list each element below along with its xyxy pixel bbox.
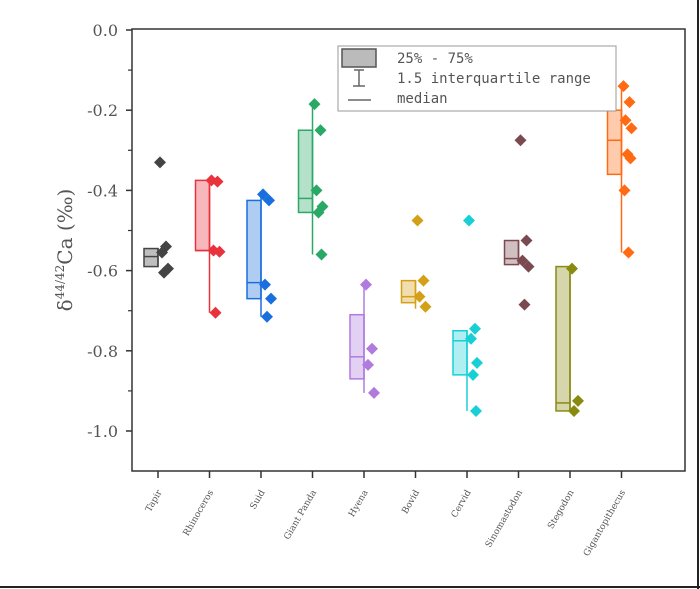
data-point bbox=[520, 234, 533, 247]
plot-frame bbox=[131, 28, 686, 472]
y-label-superscript: 44/42 bbox=[53, 265, 67, 300]
y-tick-label: -0.8 bbox=[87, 342, 118, 361]
data-point bbox=[312, 206, 325, 219]
iqr-box bbox=[400, 279, 417, 304]
iqr-box bbox=[503, 239, 520, 266]
data-point bbox=[463, 214, 475, 227]
data-point bbox=[368, 386, 380, 399]
data-point bbox=[625, 122, 638, 135]
iqr-box bbox=[349, 313, 365, 380]
iqr-box bbox=[143, 247, 159, 268]
data-point bbox=[259, 278, 271, 291]
iqr-box bbox=[452, 330, 468, 376]
data-point bbox=[263, 194, 275, 207]
data-point bbox=[514, 134, 527, 147]
iqr-box bbox=[246, 199, 262, 300]
data-point bbox=[156, 246, 168, 259]
data-point bbox=[624, 152, 637, 165]
data-point bbox=[518, 298, 531, 311]
data-point bbox=[467, 368, 479, 381]
y-tick-label: -0.6 bbox=[87, 262, 118, 281]
data-point bbox=[213, 245, 226, 258]
y-axis-label: δ44/42Ca (‰) bbox=[53, 189, 77, 312]
legend-box bbox=[337, 45, 617, 112]
data-point bbox=[622, 246, 635, 259]
box-group-gigantopithecus bbox=[606, 80, 638, 259]
boxes bbox=[143, 80, 638, 417]
data-point bbox=[308, 98, 321, 111]
data-point bbox=[158, 266, 170, 279]
data-point bbox=[315, 248, 328, 261]
data-point bbox=[568, 404, 580, 417]
y-label-delta: δ bbox=[53, 299, 77, 311]
data-point bbox=[471, 356, 483, 369]
y-label-rest: Ca (‰) bbox=[53, 189, 77, 265]
data-point bbox=[265, 292, 277, 305]
iqr-box bbox=[194, 179, 211, 252]
y-tick-label: 0.0 bbox=[93, 21, 118, 40]
data-point bbox=[310, 184, 323, 197]
box-group-giant-panda bbox=[297, 98, 329, 261]
data-point bbox=[469, 322, 481, 335]
data-point bbox=[314, 124, 327, 137]
data-point bbox=[470, 404, 482, 417]
box-group-tapir bbox=[143, 156, 174, 279]
y-tick-label: -1.0 bbox=[87, 422, 118, 441]
data-point bbox=[261, 310, 273, 323]
data-point bbox=[516, 254, 529, 267]
legend: 25% - 75% 1.5 interquartile range median bbox=[337, 45, 617, 112]
box-group-cervid bbox=[452, 214, 483, 417]
legend-box-swatch bbox=[341, 48, 377, 68]
data-point bbox=[522, 260, 535, 273]
box-group-rhinoceros bbox=[194, 174, 226, 319]
data-point bbox=[209, 306, 222, 319]
data-point bbox=[618, 184, 631, 197]
data-point bbox=[419, 300, 432, 313]
iqr-box bbox=[555, 265, 571, 412]
y-tick-label: -0.4 bbox=[87, 181, 118, 200]
box-group-sinomastodon bbox=[503, 134, 535, 311]
y-axis: 0.0 -0.2 -0.4 -0.6 -0.8 -1.0 bbox=[87, 21, 132, 441]
data-point bbox=[566, 262, 578, 275]
data-point bbox=[154, 156, 166, 169]
data-point bbox=[257, 188, 269, 201]
data-point bbox=[362, 358, 374, 371]
box-group-stegodon bbox=[555, 262, 584, 417]
data-point bbox=[619, 114, 632, 127]
data-point bbox=[572, 394, 584, 407]
data-point bbox=[417, 274, 430, 287]
legend-label-iqr: 25% - 75% bbox=[397, 51, 473, 67]
iqr-box bbox=[297, 129, 314, 214]
data-point bbox=[366, 342, 378, 355]
iqr-box bbox=[606, 109, 623, 176]
data-point bbox=[623, 96, 636, 109]
data-point bbox=[413, 290, 426, 303]
legend-whisker-icon bbox=[353, 69, 365, 87]
data-point bbox=[617, 80, 630, 93]
data-point bbox=[465, 332, 477, 345]
y-tick-label: -0.2 bbox=[87, 101, 118, 120]
legend-label-whisker: 1.5 interquartile range bbox=[397, 71, 591, 87]
box-group-bovid bbox=[400, 214, 432, 313]
legend-label-median: median bbox=[397, 91, 448, 107]
box-group-hyena bbox=[349, 278, 380, 399]
data-point bbox=[411, 214, 424, 227]
box-group-suid bbox=[246, 188, 277, 323]
data-point bbox=[360, 278, 372, 291]
data-point bbox=[211, 175, 224, 188]
